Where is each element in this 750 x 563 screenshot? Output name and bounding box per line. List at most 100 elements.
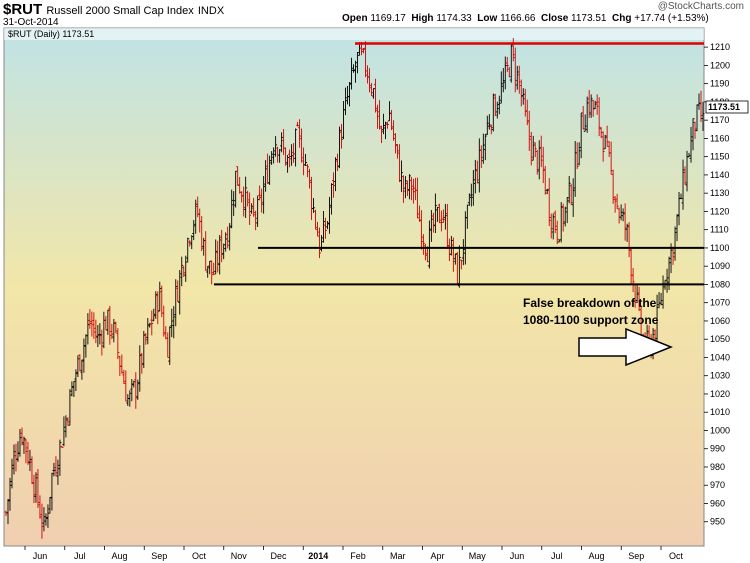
- ohlc-bar: [30, 456, 34, 484]
- ohlc-bar: [170, 308, 174, 338]
- y-tick-label: 1030: [710, 371, 730, 381]
- ohlc-bar: [457, 245, 461, 288]
- ohlc-bar: [423, 243, 427, 261]
- ohlc-bar: [154, 291, 158, 319]
- y-tick-label: 950: [710, 517, 725, 527]
- ohlc-bar: [593, 100, 597, 110]
- change-value: +17.74 (+1.53%): [634, 13, 709, 24]
- ohlc-bar: [443, 203, 447, 230]
- ohlc-bar: [585, 96, 589, 133]
- ohlc-bar: [262, 176, 266, 214]
- ohlc-bar: [8, 477, 12, 511]
- ohlc-bar: [212, 262, 216, 276]
- ohlc-bar: [184, 255, 188, 282]
- ohlc-bar: [178, 270, 182, 315]
- ohlc-bar: [683, 166, 687, 185]
- ohlc-bar: [244, 176, 248, 218]
- ohlc-bar: [549, 213, 553, 239]
- ohlc-bar: [214, 239, 218, 275]
- ohlc-bar: [561, 203, 565, 232]
- ohlc-bar: [176, 280, 180, 303]
- ohlc-bar: [475, 160, 479, 184]
- ohlc-bar: [96, 325, 100, 348]
- ohlc-bar: [142, 330, 146, 368]
- ohlc-bar: [194, 199, 198, 234]
- ohlc-bar: [595, 94, 599, 115]
- ohlc-bar: [318, 227, 322, 259]
- ohlc-bar: [539, 135, 543, 168]
- y-tick-label: 980: [710, 462, 725, 472]
- ohlc-bar: [190, 235, 194, 250]
- ohlc-bar: [288, 149, 292, 168]
- ohlc-bar: [545, 188, 549, 195]
- ohlc-bar: [146, 318, 150, 345]
- ohlc-bar: [529, 131, 533, 166]
- ohlc-bar: [166, 332, 170, 358]
- ohlc-bar: [350, 57, 354, 90]
- ohlc-bar: [314, 209, 318, 230]
- ohlc-bar: [352, 64, 356, 73]
- ohlc-bar: [94, 319, 98, 344]
- ohlc-bar: [14, 443, 18, 472]
- ohlc-bar: [589, 94, 593, 118]
- ohlc-bar: [306, 163, 310, 178]
- ohlc-bar: [334, 157, 338, 192]
- ohlc-bar: [631, 268, 635, 293]
- ohlc-bar: [527, 110, 531, 151]
- ohlc-bar: [328, 196, 332, 234]
- y-tick-label: 1040: [710, 352, 730, 362]
- x-tick-label: Aug: [588, 551, 604, 561]
- y-tick-label: 1060: [710, 316, 730, 326]
- ohlc-bar: [312, 198, 316, 213]
- ohlc-bar: [553, 210, 557, 234]
- ohlc-bar: [12, 444, 16, 475]
- chart-date: 31-Oct-2014: [3, 17, 59, 28]
- ohlc-bar: [487, 114, 491, 130]
- ohlc-bar: [575, 142, 579, 169]
- ohlc-bar: [124, 370, 128, 402]
- ohlc-bar: [519, 79, 523, 107]
- index-name: Russell 2000 Small Cap Index: [46, 5, 194, 17]
- ohlc-bar: [411, 178, 415, 204]
- y-tick-label: 1110: [710, 225, 729, 235]
- ohlc-bar: [260, 188, 264, 213]
- y-tick-label: 1000: [710, 425, 730, 435]
- ohlc-bar: [465, 204, 469, 229]
- chart-header: $RUT Russell 2000 Small Cap Index INDX 3…: [0, 0, 750, 30]
- ohlc-bar: [156, 291, 160, 325]
- ohlc-bar: [565, 196, 569, 224]
- y-axis: 950 960 970 980 990 1000 1010 1020 1030 1040 1050 1…: [704, 42, 730, 527]
- ohlc-bar: [481, 133, 485, 164]
- ohlc-bar: [363, 41, 367, 78]
- ohlc-bar: [623, 203, 627, 241]
- ohlc-bar: [110, 323, 114, 340]
- ohlc-bar: [200, 216, 204, 252]
- ohlc-bar: [76, 355, 80, 377]
- ohlc-bar: [120, 354, 124, 374]
- ohlc-bar: [431, 212, 435, 233]
- x-tick-label: Feb: [350, 551, 366, 561]
- ohlc-bar: [383, 121, 387, 140]
- annotation-line-2: 1080-1100 support zone: [523, 313, 659, 327]
- ohlc-bar: [332, 172, 336, 198]
- ohlc-bar: [42, 507, 46, 532]
- ohlc-bar: [627, 222, 631, 258]
- ohlc-bar: [20, 427, 24, 446]
- ohlc-bar: [196, 196, 200, 218]
- ohlc-bar: [599, 127, 603, 139]
- ohlc-bar: [86, 313, 90, 345]
- legend-strip: [4, 28, 704, 40]
- x-tick-label: Apr: [430, 551, 444, 561]
- ohlc-bar: [515, 65, 519, 90]
- ohlc-bar: [122, 369, 126, 384]
- ohlc-bar: [555, 220, 559, 245]
- ohlc-bar: [485, 115, 489, 136]
- ohlc-bar: [499, 71, 503, 104]
- ohlc-bar: [66, 417, 70, 426]
- y-tick-label: 1130: [710, 188, 729, 198]
- x-tick-label: Jul: [74, 551, 86, 561]
- ohlc-bar: [168, 326, 172, 365]
- open-value: 1169.17: [370, 13, 406, 24]
- ohlc-bar: [377, 100, 381, 130]
- x-tick-label: 2014: [308, 551, 328, 561]
